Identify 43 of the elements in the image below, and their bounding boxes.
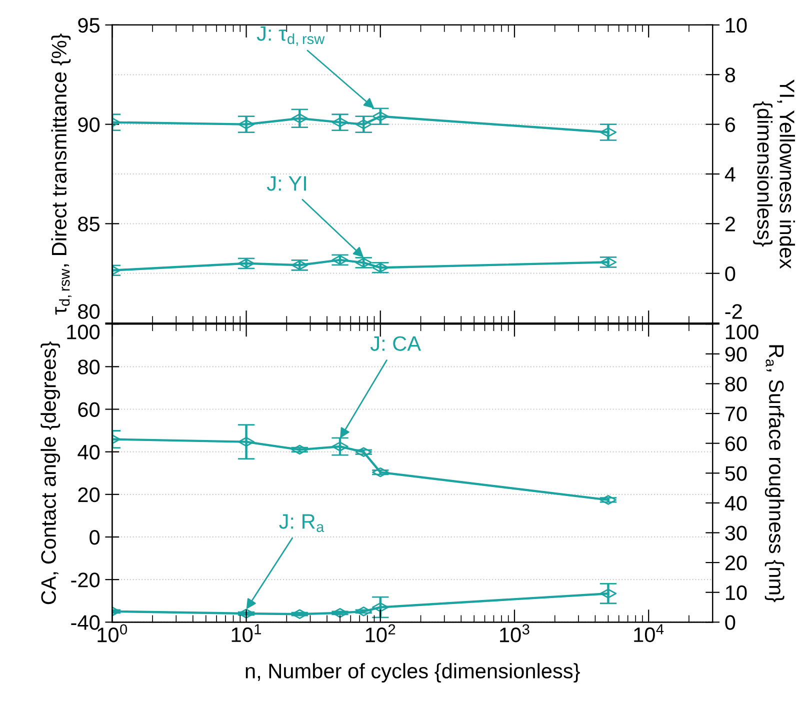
y-tick-label: -40 bbox=[71, 615, 100, 630]
y-tick-label: 85 bbox=[78, 216, 100, 232]
y-tick-label: 95 bbox=[78, 18, 100, 33]
y-tick-label: 20 bbox=[78, 487, 100, 502]
y-tick-label: 90 bbox=[78, 117, 100, 132]
annotation: J: R$_{a}$ bbox=[279, 514, 324, 532]
y-tick-label: 40 bbox=[78, 444, 100, 460]
y2-tick-label: 50 bbox=[725, 466, 747, 481]
y2-axis-title: YI, Yellowness index {dimensionless} bbox=[753, 79, 795, 269]
y2-tick-label: 8 bbox=[725, 68, 736, 82]
y2-tick-label: 80 bbox=[725, 376, 747, 392]
x-axis-title: n, Number of cycles {dimensionless} bbox=[246, 663, 580, 683]
y-axis-title: CA, Contact angle {degrees} bbox=[40, 341, 60, 604]
y-tick-label: 100 bbox=[67, 324, 100, 340]
y2-tick-label: 6 bbox=[725, 117, 736, 132]
y2-tick-label: 30 bbox=[725, 526, 747, 540]
x-tick-label: 10$^{2}$ bbox=[366, 624, 396, 642]
x-tick-label: 10$^{1}$ bbox=[232, 624, 261, 642]
y2-tick-label: 100 bbox=[726, 324, 758, 340]
y-tick-label: 80 bbox=[78, 360, 100, 374]
y2-tick-label: 4 bbox=[724, 167, 736, 182]
y2-tick-label: 0 bbox=[725, 615, 736, 630]
annotation: J: CA bbox=[370, 336, 421, 351]
annotation: J: τ$_{d,rsw}$ bbox=[256, 26, 325, 46]
y2-tick-label: 20 bbox=[725, 556, 747, 570]
y2-tick-label: 90 bbox=[725, 346, 747, 362]
y2-tick-label: 2 bbox=[725, 216, 735, 232]
y2-tick-label: 0 bbox=[725, 266, 736, 282]
y2-tick-label: 10 bbox=[726, 585, 747, 600]
x-tick-label: 10$^{3}$ bbox=[500, 624, 530, 642]
y-axis-title: τ$_{d,rsw}$, Direct transmittance {%} bbox=[51, 34, 72, 315]
y-tick-label: -20 bbox=[71, 572, 100, 588]
y2-tick-label: 10 bbox=[726, 18, 747, 33]
y2-tick-label: -2 bbox=[725, 304, 742, 319]
x-tick-label: 10$^{4}$ bbox=[634, 624, 664, 642]
y2-tick-label: 40 bbox=[724, 496, 747, 511]
y-tick-label: 60 bbox=[78, 402, 100, 417]
y2-tick-label: 70 bbox=[725, 406, 747, 422]
y2-axis-title: R$_{a}$, Surface roughness {nm} bbox=[764, 345, 784, 602]
y-tick-label: 0 bbox=[90, 530, 100, 545]
y2-tick-label: 60 bbox=[725, 436, 747, 452]
y-tick-label: 80 bbox=[78, 304, 100, 319]
annotation: J: YI bbox=[266, 176, 306, 191]
